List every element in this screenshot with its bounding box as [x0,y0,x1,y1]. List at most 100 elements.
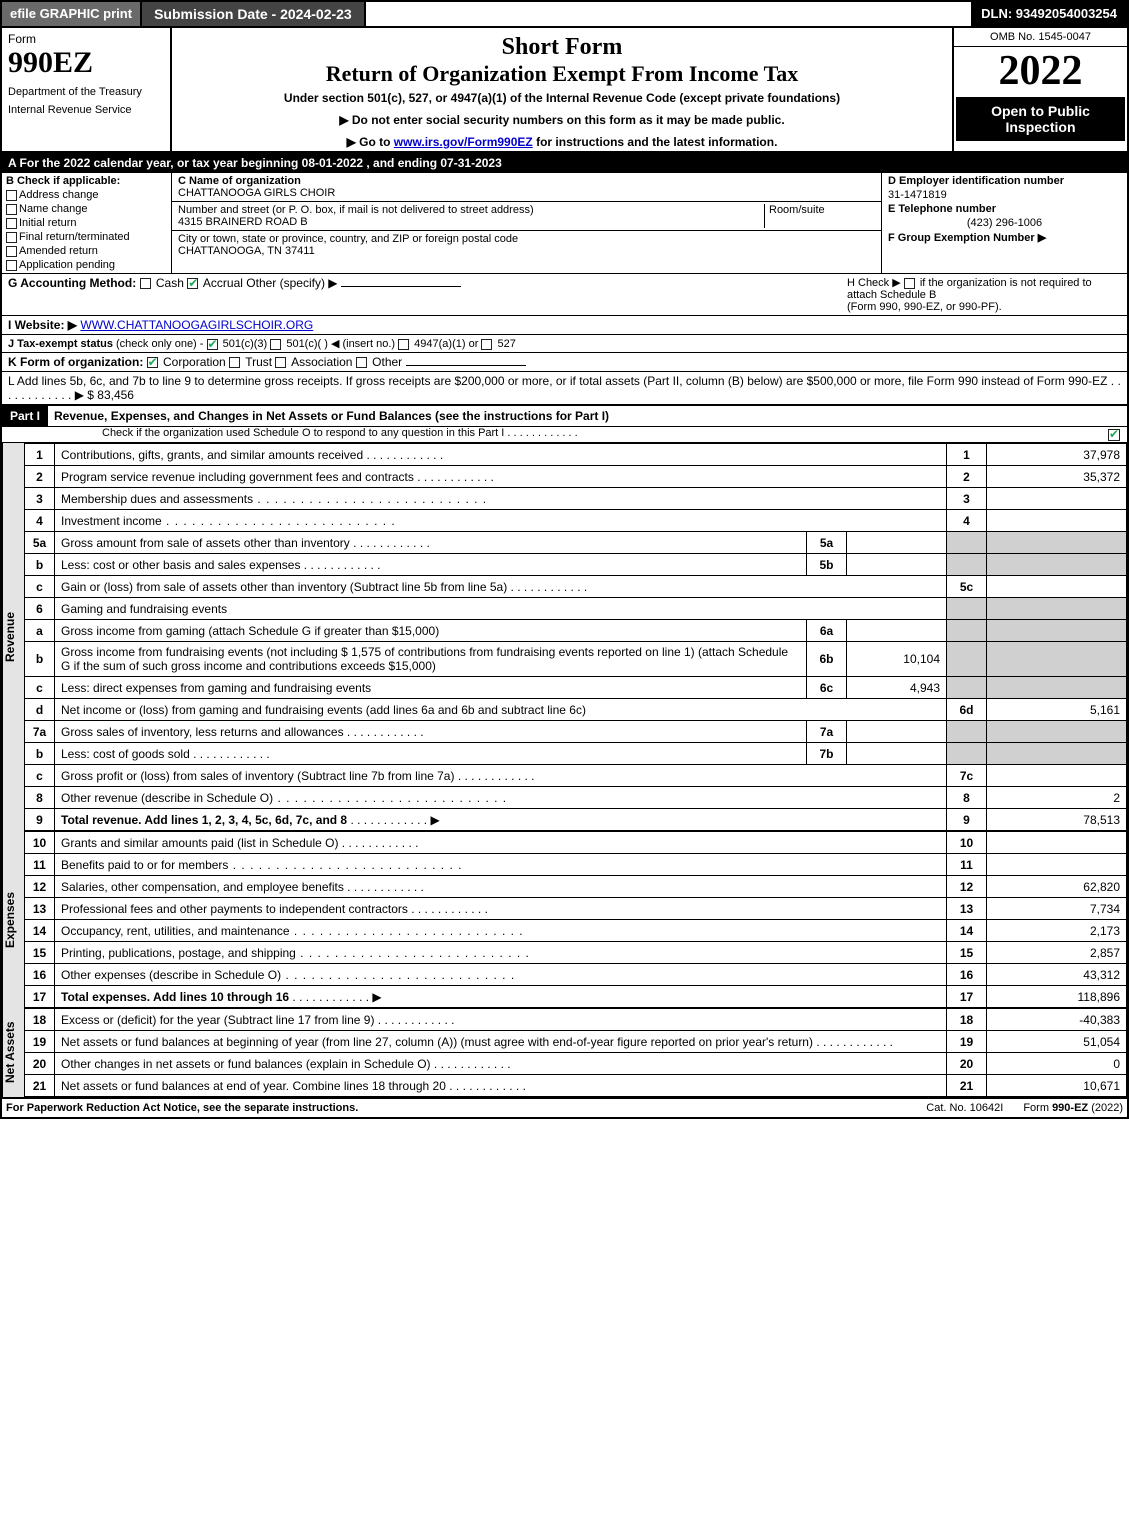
line-18-desc: Excess or (deficit) for the year (Subtra… [61,1013,374,1027]
form-header: Form 990EZ Department of the Treasury In… [2,28,1127,153]
line-6b-mid: 6b [807,642,847,677]
line-6c-val-shade [987,677,1127,699]
l-amount: ▶ $ 83,456 [75,388,134,402]
chk-application-pending[interactable]: Application pending [6,259,167,271]
line-6b-desc: Gross income from fundraising events (no… [61,645,788,673]
subtitle: Under section 501(c), 527, or 4947(a)(1)… [178,91,946,105]
line-5b-midval [847,554,947,576]
chk-schedule-b[interactable] [904,278,915,289]
chk-association[interactable] [275,357,286,368]
chk-trust[interactable] [229,357,240,368]
line-6a-val-shade [987,620,1127,642]
other-label: Other (specify) ▶ [246,276,337,290]
line-5a-lbl-shade [947,532,987,554]
expenses-table: 10Grants and similar amounts paid (list … [24,831,1127,1008]
line-15-lbl: 15 [947,942,987,964]
line-12-desc: Salaries, other compensation, and employ… [61,880,344,894]
line-11-lbl: 11 [947,854,987,876]
line-11-num: 11 [25,854,55,876]
chk-cash[interactable] [140,278,151,289]
chk-amended-return[interactable]: Amended return [6,245,167,257]
line-4-num: 4 [25,510,55,532]
ein-value: 31-1471819 [888,189,1121,201]
addr-label: Number and street (or P. O. box, if mail… [178,204,534,216]
line-19-num: 19 [25,1031,55,1053]
chk-schedule-o-part1[interactable] [1108,429,1120,441]
org-name: CHATTANOOGA GIRLS CHOIR [178,187,335,199]
line-3-num: 3 [25,488,55,510]
line-7a-desc: Gross sales of inventory, less returns a… [61,725,344,739]
ssn-notice: ▶ Do not enter social security numbers o… [178,113,946,127]
line-6a-desc: Gross income from gaming (attach Schedul… [61,624,439,638]
l-text: L Add lines 5b, 6c, and 7b to line 9 to … [8,374,1107,388]
line-5a-num: 5a [25,532,55,554]
line-9-num: 9 [25,809,55,831]
chk-address-change[interactable]: Address change [6,189,167,201]
city-label: City or town, state or province, country… [178,233,518,245]
chk-initial-return[interactable]: Initial return [6,217,167,229]
line-8-lbl: 8 [947,787,987,809]
chk-other-org[interactable] [356,357,367,368]
chk-name-change[interactable]: Name change [6,203,167,215]
chk-527[interactable] [481,339,492,350]
h-text-forms: (Form 990, 990-EZ, or 990-PF). [847,301,1002,313]
room-suite: Room/suite [765,204,875,228]
netassets-side-label: Net Assets [2,1008,24,1097]
other-specify-input[interactable] [341,286,461,287]
line-20-lbl: 20 [947,1053,987,1075]
row-h: H Check ▶ if the organization is not req… [841,276,1121,313]
line-7b-desc: Less: cost of goods sold [61,747,190,761]
other-org-input[interactable] [406,365,526,366]
line-6-val-shade [987,598,1127,620]
line-4-val [987,510,1127,532]
irs-label: Internal Revenue Service [8,104,164,116]
chk-final-return[interactable]: Final return/terminated [6,231,167,243]
chk-4947[interactable] [398,339,409,350]
line-7b-mid: 7b [807,743,847,765]
line-7b-val-shade [987,743,1127,765]
line-6a-num: a [25,620,55,642]
b-head: B Check if applicable: [6,175,120,187]
opt-other-org: Other [372,355,402,369]
line-7a-lbl-shade [947,721,987,743]
form-990ez-page: efile GRAPHIC print Submission Date - 20… [0,0,1129,1119]
opt-trust: Trust [245,355,272,369]
line-6b-lbl-shade [947,642,987,677]
line-21-lbl: 21 [947,1075,987,1097]
part-i-label: Part I [2,406,48,426]
row-a-tax-year: A For the 2022 calendar year, or tax yea… [2,153,1127,173]
line-7c-num: c [25,765,55,787]
line-20-num: 20 [25,1053,55,1075]
line-6b-num: b [25,642,55,677]
chk-501c3[interactable] [207,339,218,350]
line-15-desc: Printing, publications, postage, and shi… [61,946,296,960]
j-sub: (check only one) - [116,338,203,350]
line-6d-val: 5,161 [987,699,1127,721]
line-6d-lbl: 6d [947,699,987,721]
line-9-desc: Total revenue. Add lines 1, 2, 3, 4, 5c,… [61,813,347,827]
g-label: G Accounting Method: [8,276,136,290]
chk-corporation[interactable] [147,357,158,368]
submission-date: Submission Date - 2024-02-23 [140,2,366,26]
irs-link[interactable]: www.irs.gov/Form990EZ [394,135,533,149]
chk-accrual[interactable] [187,278,198,289]
line-6c-desc: Less: direct expenses from gaming and fu… [61,681,371,695]
netassets-table: 18Excess or (deficit) for the year (Subt… [24,1008,1127,1097]
accrual-label: Accrual [203,276,243,290]
line-6d-desc: Net income or (loss) from gaming and fun… [61,703,586,717]
line-6c-midval: 4,943 [847,677,947,699]
line-6b-val-shade [987,642,1127,677]
badge-line1: Open to Public [991,103,1090,119]
dept-treasury: Department of the Treasury [8,86,164,98]
header-center: Short Form Return of Organization Exempt… [172,28,952,151]
line-12-lbl: 12 [947,876,987,898]
line-7a-midval [847,721,947,743]
ein-label: D Employer identification number [888,175,1121,187]
section-b: B Check if applicable: Address change Na… [2,173,172,273]
line-21-desc: Net assets or fund balances at end of ye… [61,1079,446,1093]
line-8-desc: Other revenue (describe in Schedule O) [61,791,273,805]
website-link[interactable]: WWW.CHATTANOOGAGIRLSCHOIR.ORG [80,318,313,332]
opt-association: Association [291,355,352,369]
line-5c-lbl: 5c [947,576,987,598]
chk-501c[interactable] [270,339,281,350]
